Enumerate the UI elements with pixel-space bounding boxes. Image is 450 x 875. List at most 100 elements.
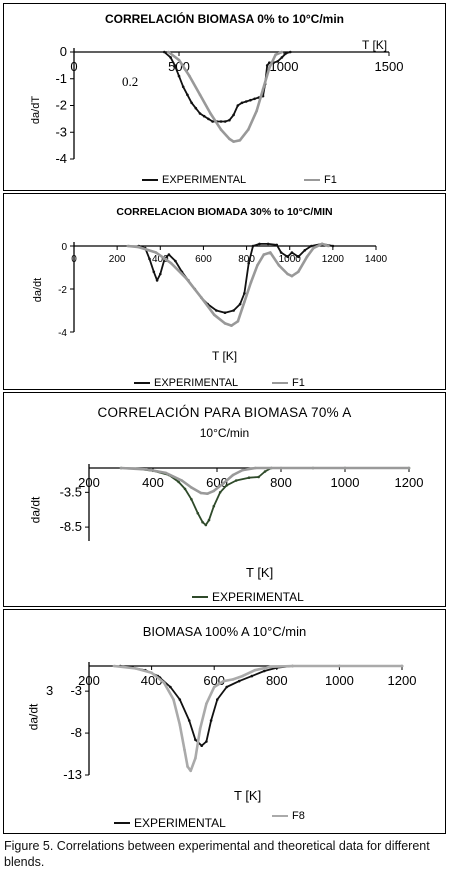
x-tick-label: 0	[71, 254, 77, 265]
series-point	[199, 491, 203, 495]
series-point	[303, 249, 307, 252]
series-point	[274, 53, 277, 56]
series-point	[247, 261, 250, 265]
y-tick-label: -4	[58, 328, 67, 339]
x-tick-label: 400	[142, 475, 164, 490]
series-point	[181, 85, 185, 89]
series-point	[177, 58, 181, 62]
series-point	[212, 685, 216, 689]
series-point	[184, 277, 188, 280]
series-point	[290, 274, 294, 278]
series-point	[137, 245, 140, 249]
series-point	[231, 473, 235, 477]
series-point	[211, 120, 214, 123]
series-point	[407, 466, 411, 470]
y-tick-label: -8	[70, 725, 82, 740]
series-point	[251, 244, 255, 248]
series-point	[279, 251, 283, 254]
y-tick-label: -13	[63, 767, 82, 782]
series-point	[238, 139, 242, 142]
series-point	[212, 504, 216, 508]
series-point	[200, 296, 203, 299]
x-tick-label: 800	[238, 254, 255, 265]
series-point	[198, 93, 202, 97]
x-tick-label: 800	[266, 673, 288, 688]
series-point	[290, 251, 294, 254]
series-point	[150, 671, 153, 674]
series-point	[201, 520, 204, 524]
series-point	[269, 251, 272, 254]
series-point	[277, 264, 281, 267]
chart-4-legend-experimental-label: EXPERIMENTAL	[134, 816, 226, 830]
series-point	[162, 681, 166, 685]
y-tick-label: 0	[60, 44, 67, 59]
chart-4-ylabel: da/dt	[26, 703, 41, 731]
series-point	[190, 498, 193, 501]
series-point	[244, 100, 248, 103]
series-point	[155, 279, 159, 282]
series-point	[218, 491, 222, 494]
series-point	[186, 765, 189, 768]
series-point	[169, 56, 172, 59]
chart-4-legend-f8: F8	[272, 810, 305, 822]
series-point	[247, 476, 251, 479]
series-point	[262, 253, 266, 256]
series-point	[268, 66, 271, 70]
series-point	[194, 756, 197, 760]
chart-2-title: CORRELACION BIOMADA 30% to 10°C/MIN	[116, 206, 333, 218]
series-point	[256, 264, 259, 267]
series-point	[163, 50, 166, 54]
series-point	[232, 113, 235, 117]
series-point	[232, 309, 235, 312]
series-point	[225, 685, 228, 689]
series-point	[268, 61, 271, 64]
series-point	[187, 719, 191, 722]
series-point	[275, 243, 279, 247]
series-point	[223, 120, 227, 123]
series-point	[289, 50, 292, 54]
series-point	[269, 665, 272, 669]
series-point	[186, 93, 189, 97]
series-point	[400, 664, 404, 668]
x-tick-label: 1200	[395, 475, 424, 490]
series-point	[196, 511, 200, 515]
y-tick-label: -2	[55, 98, 67, 113]
series-point	[327, 244, 330, 248]
series-point	[237, 679, 241, 683]
series-point	[169, 261, 173, 265]
series-point	[297, 255, 300, 259]
series-point	[250, 674, 254, 678]
series-point	[154, 251, 158, 254]
x-tick-label: 800	[270, 475, 292, 490]
chart-panel-2: CORRELACION BIOMADA 30% to 10°C/MIN 0 200…	[3, 193, 446, 390]
y-tick-label: 3	[46, 683, 53, 698]
series-point	[112, 664, 116, 668]
series-point	[177, 480, 180, 484]
x-tick-label: 400	[152, 254, 169, 265]
series-point	[119, 466, 123, 470]
series-point	[189, 769, 192, 773]
series-point	[241, 674, 244, 678]
y-tick-label: -3	[55, 124, 67, 139]
x-tick-label: 600	[206, 475, 228, 490]
series-point	[207, 518, 211, 522]
series-point	[236, 320, 240, 323]
chart-4-xlabel: T [K]	[234, 788, 262, 803]
x-tick-label: 1200	[322, 254, 345, 265]
series-point	[258, 242, 261, 246]
y-tick-label: 0	[61, 242, 67, 253]
chart-1-legend-f1: F1	[304, 174, 337, 186]
chart-1-legend-experimental: EXPERIMENTAL	[142, 174, 246, 186]
series-point	[172, 698, 175, 701]
chart-4-legend-f8-label: F8	[292, 810, 305, 822]
series-point	[263, 470, 267, 473]
x-tick-label: 200	[78, 673, 100, 688]
series-point	[266, 242, 270, 246]
series-point	[215, 309, 218, 312]
series-point	[207, 117, 210, 121]
legend-line-icon	[304, 179, 320, 181]
series-point	[312, 246, 315, 250]
series-point	[190, 486, 193, 489]
figure-caption: Figure 5. Correlations between experimen…	[4, 839, 430, 869]
chart-1-ylabel: da/dT	[30, 95, 43, 125]
